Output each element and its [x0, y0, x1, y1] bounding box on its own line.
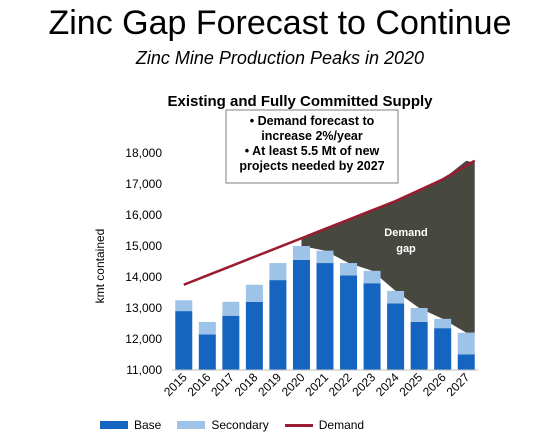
bar-base	[387, 303, 405, 370]
x-tick-label: 2023	[349, 370, 378, 399]
annotation-text: increase 2%/year	[261, 129, 363, 143]
y-tick-label: 16,000	[125, 208, 162, 222]
x-tick-label: 2022	[326, 370, 355, 399]
y-tick-label: 11,000	[126, 363, 162, 377]
bar-secondary	[292, 246, 310, 260]
x-tick-label: 2021	[302, 370, 331, 399]
bar-base	[457, 354, 475, 370]
y-tick-label: 15,000	[125, 239, 162, 253]
legend-item-base: Base	[100, 418, 161, 432]
legend-label-demand: Demand	[318, 418, 365, 432]
demand-line	[183, 159, 476, 286]
bar-base	[410, 321, 428, 370]
legend-swatch-secondary	[177, 421, 206, 429]
bar-secondary	[316, 250, 334, 264]
annotation-box	[225, 109, 399, 184]
x-tick-label: 2016	[185, 370, 214, 399]
bar-base	[198, 334, 216, 370]
x-tick-label: 2015	[161, 370, 190, 399]
chart-legend: Base Secondary Demand	[100, 418, 364, 432]
bar-base	[222, 315, 240, 370]
y-tick-label: 17,000	[125, 177, 162, 191]
bar-secondary	[269, 263, 287, 281]
bar-base	[434, 328, 452, 370]
bar-secondary	[245, 284, 263, 302]
legend-swatch-demand	[284, 423, 313, 427]
bar-base	[363, 283, 381, 370]
x-tick-label: 2019	[255, 370, 284, 399]
x-tick-label: 2018	[232, 370, 261, 399]
bar-base	[175, 311, 193, 370]
annotation-text: projects needed by 2027	[239, 159, 384, 173]
bar-base	[269, 280, 287, 370]
x-tick-label: 2017	[208, 370, 237, 399]
y-tick-label: 18,000	[125, 146, 162, 160]
bar-secondary	[434, 318, 452, 329]
y-tick-label: 13,000	[125, 301, 162, 315]
page-title: Zinc Gap Forecast to Continue	[48, 4, 512, 42]
bar-secondary	[457, 332, 475, 355]
demand-gap-area	[301, 160, 475, 333]
x-tick-label: 2025	[396, 370, 425, 399]
bar-base	[316, 263, 334, 370]
bar-secondary	[363, 270, 381, 284]
legend-item-demand: Demand	[284, 418, 365, 432]
annotation-text: • At least 5.5 Mt of new	[245, 144, 380, 158]
bar-secondary	[175, 300, 193, 312]
x-tick-label: 2027	[444, 370, 473, 399]
x-tick-label: 2024	[373, 370, 402, 399]
legend-label-base: Base	[134, 418, 162, 432]
chart-title: Existing and Fully Committed Supply	[167, 93, 433, 110]
bar-secondary	[198, 321, 216, 335]
y-tick-label: 12,000	[125, 332, 162, 346]
bar-secondary	[387, 290, 405, 304]
demand-gap-label: gap	[396, 243, 416, 255]
x-tick-label: 2026	[420, 370, 449, 399]
bar-secondary	[410, 308, 428, 322]
annotation-text: • Demand forecast to	[250, 114, 375, 128]
legend-label-secondary: Secondary	[211, 418, 269, 432]
demand-gap-label: Demand	[384, 227, 427, 239]
legend-swatch-base	[100, 421, 128, 429]
y-tick-label: 14,000	[125, 270, 162, 284]
page-subtitle: Zinc Mine Production Peaks in 2020	[135, 48, 425, 68]
y-axis-label: kmt contained	[93, 229, 107, 304]
bar-secondary	[340, 263, 358, 276]
bar-base	[245, 301, 263, 370]
x-tick-label: 2020	[279, 370, 308, 399]
legend-item-secondary: Secondary	[177, 418, 269, 432]
bar-secondary	[222, 301, 240, 316]
bar-base	[340, 275, 358, 370]
bar-base	[292, 259, 310, 370]
